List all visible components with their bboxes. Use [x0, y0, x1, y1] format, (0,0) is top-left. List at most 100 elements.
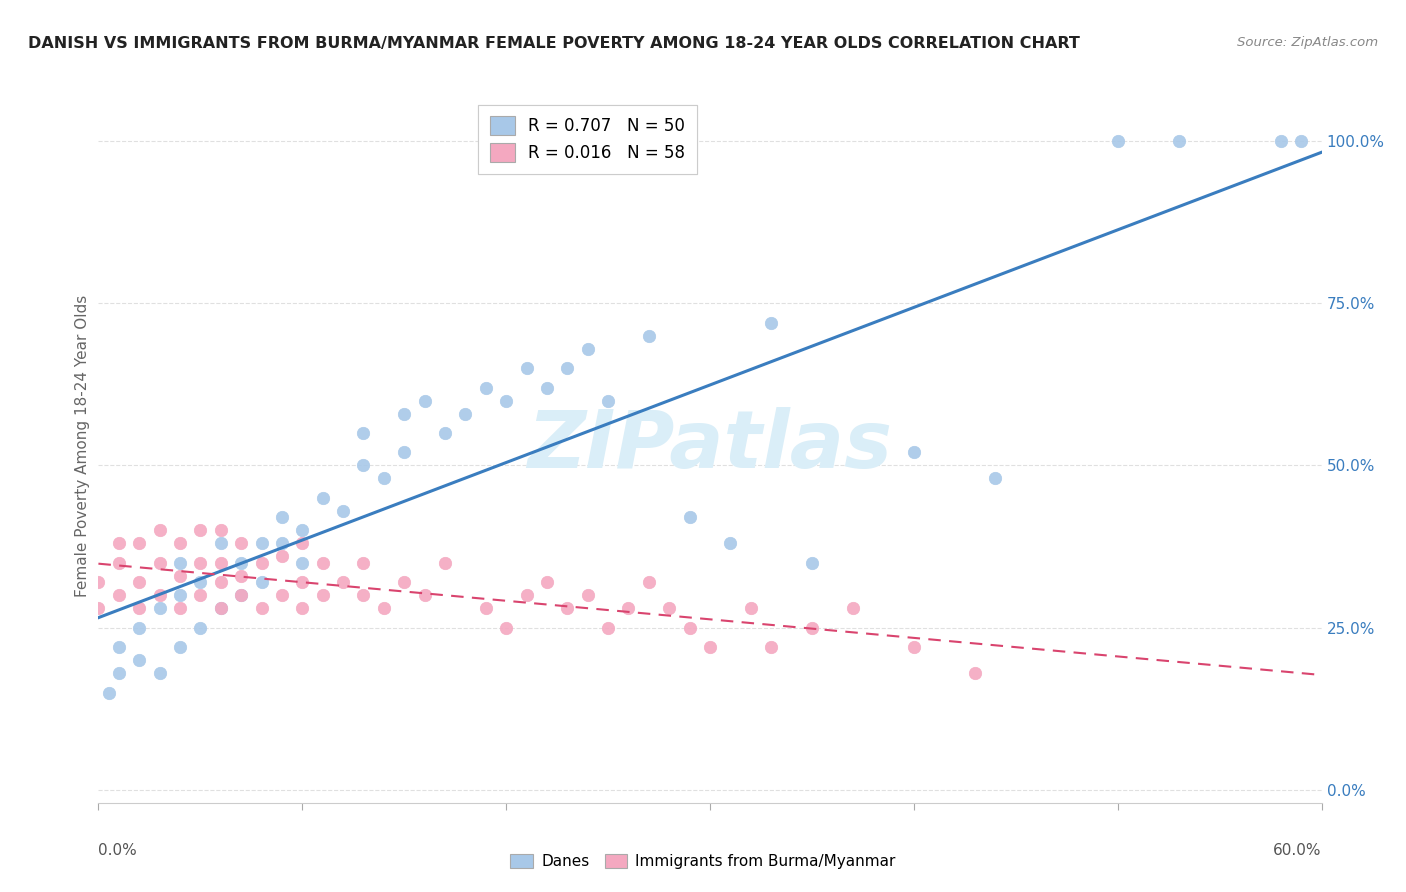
- Point: [97, 685, 120, 699]
- Point: [128, 601, 150, 615]
- Point: [209, 524, 232, 538]
- Point: [965, 666, 987, 681]
- Point: [761, 640, 783, 654]
- Point: [209, 536, 232, 550]
- Point: [108, 536, 131, 550]
- Point: [332, 504, 354, 518]
- Point: [903, 445, 925, 459]
- Point: [392, 445, 416, 459]
- Point: [332, 575, 354, 590]
- Point: [801, 621, 824, 635]
- Point: [434, 556, 457, 570]
- Point: [617, 601, 640, 615]
- Point: [392, 575, 416, 590]
- Point: [984, 471, 1007, 485]
- Point: [413, 588, 436, 602]
- Point: [270, 536, 294, 550]
- Point: [291, 601, 314, 615]
- Point: [250, 556, 273, 570]
- Point: [169, 588, 191, 602]
- Point: [250, 601, 273, 615]
- Point: [495, 393, 517, 408]
- Point: [1270, 134, 1292, 148]
- Point: [231, 536, 253, 550]
- Point: [169, 601, 191, 615]
- Point: [270, 549, 294, 564]
- Text: Source: ZipAtlas.com: Source: ZipAtlas.com: [1237, 36, 1378, 49]
- Point: [679, 621, 702, 635]
- Point: [801, 556, 824, 570]
- Y-axis label: Female Poverty Among 18-24 Year Olds: Female Poverty Among 18-24 Year Olds: [75, 295, 90, 597]
- Point: [231, 588, 253, 602]
- Point: [598, 621, 620, 635]
- Point: [270, 510, 294, 524]
- Legend: Danes, Immigrants from Burma/Myanmar: Danes, Immigrants from Burma/Myanmar: [505, 847, 901, 875]
- Point: [638, 328, 661, 343]
- Point: [128, 653, 150, 667]
- Point: [209, 575, 232, 590]
- Point: [128, 536, 150, 550]
- Point: [598, 393, 620, 408]
- Point: [474, 381, 498, 395]
- Point: [903, 640, 925, 654]
- Point: [209, 601, 232, 615]
- Text: 60.0%: 60.0%: [1274, 843, 1322, 858]
- Legend: R = 0.707   N = 50, R = 0.016   N = 58: R = 0.707 N = 50, R = 0.016 N = 58: [478, 104, 697, 174]
- Point: [108, 640, 131, 654]
- Point: [128, 621, 150, 635]
- Point: [557, 361, 579, 376]
- Point: [638, 575, 661, 590]
- Point: [312, 588, 335, 602]
- Point: [149, 601, 172, 615]
- Point: [679, 510, 702, 524]
- Point: [149, 556, 172, 570]
- Point: [1291, 134, 1313, 148]
- Point: [841, 601, 863, 615]
- Point: [169, 556, 191, 570]
- Point: [720, 536, 742, 550]
- Point: [291, 556, 314, 570]
- Point: [413, 393, 436, 408]
- Point: [352, 556, 374, 570]
- Point: [291, 575, 314, 590]
- Point: [128, 575, 150, 590]
- Point: [352, 588, 374, 602]
- Point: [231, 568, 253, 582]
- Point: [231, 588, 253, 602]
- Point: [557, 601, 579, 615]
- Point: [87, 601, 110, 615]
- Point: [312, 491, 335, 505]
- Point: [474, 601, 498, 615]
- Point: [495, 621, 517, 635]
- Point: [188, 588, 212, 602]
- Text: DANISH VS IMMIGRANTS FROM BURMA/MYANMAR FEMALE POVERTY AMONG 18-24 YEAR OLDS COR: DANISH VS IMMIGRANTS FROM BURMA/MYANMAR …: [28, 36, 1080, 51]
- Point: [108, 588, 131, 602]
- Point: [373, 601, 395, 615]
- Point: [699, 640, 721, 654]
- Point: [209, 556, 232, 570]
- Point: [169, 640, 191, 654]
- Text: 0.0%: 0.0%: [98, 843, 138, 858]
- Point: [454, 407, 477, 421]
- Point: [250, 575, 273, 590]
- Point: [149, 524, 172, 538]
- Point: [373, 471, 395, 485]
- Point: [516, 588, 538, 602]
- Point: [434, 425, 457, 440]
- Point: [392, 407, 416, 421]
- Point: [1167, 134, 1189, 148]
- Point: [516, 361, 538, 376]
- Point: [108, 556, 131, 570]
- Point: [250, 536, 273, 550]
- Point: [352, 458, 374, 473]
- Point: [352, 425, 374, 440]
- Point: [658, 601, 681, 615]
- Point: [188, 524, 212, 538]
- Point: [188, 621, 212, 635]
- Point: [231, 556, 253, 570]
- Point: [169, 536, 191, 550]
- Point: [108, 666, 131, 681]
- Point: [1107, 134, 1129, 148]
- Point: [188, 556, 212, 570]
- Point: [536, 575, 558, 590]
